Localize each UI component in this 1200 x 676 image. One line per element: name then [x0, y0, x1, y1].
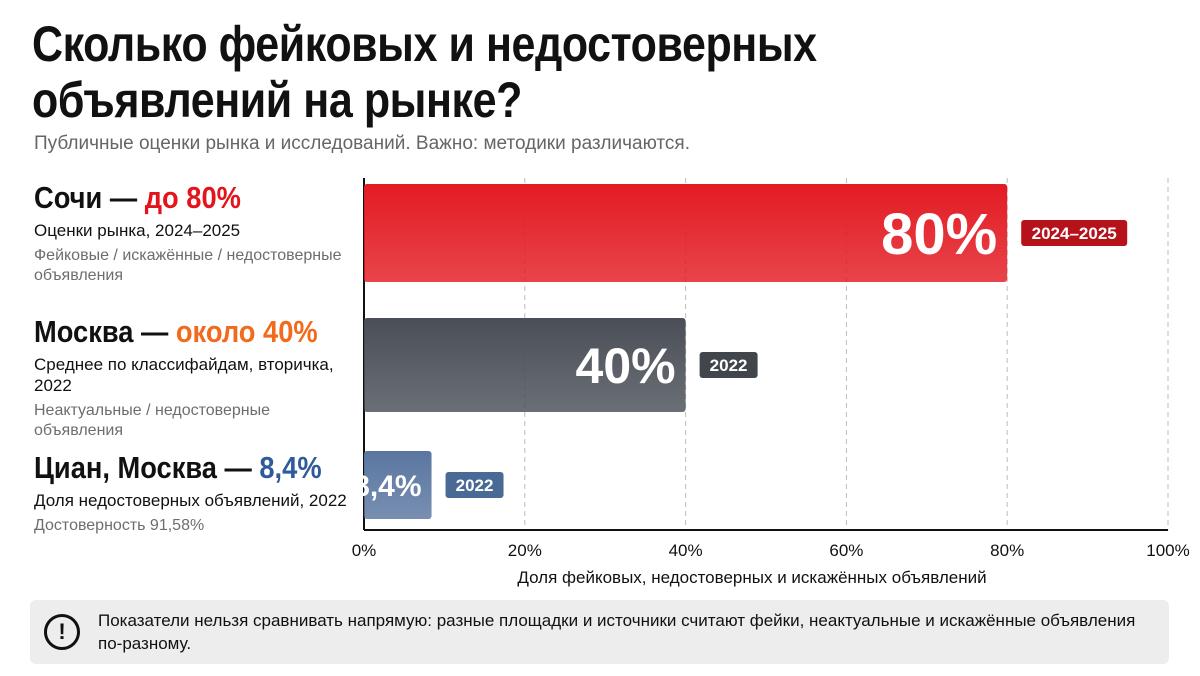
x-tick-label: 20%: [508, 541, 542, 560]
row-description: Среднее по классифайдам, вторичка, 2022: [34, 355, 334, 395]
row-description: Доля недостоверных объявлений, 2022: [34, 491, 347, 510]
bar-value-label: 80%: [881, 202, 997, 267]
bar-value-label: 40%: [576, 338, 676, 394]
x-tick-label: 0%: [352, 541, 377, 560]
row-highlight: до 80%: [144, 180, 241, 215]
notice-box: ! Показатели нельзя сравнивать напрямую:…: [30, 600, 1169, 664]
row-heading: Циан, Москва — 8,4%: [34, 450, 322, 486]
row-highlight: 8,4%: [259, 450, 322, 485]
x-tick-label: 100%: [1146, 541, 1189, 560]
bar: [364, 184, 1008, 282]
row-note: Неактуальные / недостоверные объявления: [34, 402, 271, 439]
bar: [364, 451, 432, 519]
row-name: Сочи —: [34, 180, 145, 215]
page-title: Сколько фейковых и недостоверных объявле…: [32, 16, 1012, 128]
period-badge-label: 2022: [710, 356, 748, 375]
subtitle: Публичные оценки рынка и исследований. В…: [34, 133, 690, 154]
row-info-moscow: Москва — около 40% Среднее по классифайд…: [34, 314, 354, 441]
row-description: Оценки рынка, 2024–2025: [34, 221, 241, 240]
row-heading: Сочи — до 80%: [34, 180, 316, 216]
x-tick-label: 80%: [990, 541, 1024, 560]
row-heading: Москва — около 40%: [34, 314, 318, 350]
row-note: Фейковые / искажённые / недостоверные об…: [34, 247, 342, 284]
row-note: Достоверность 91,58%: [34, 517, 205, 534]
row-name: Москва —: [34, 314, 176, 349]
row-info-sochi: Сочи — до 80% Оценки рынка, 2024–2025 Фе…: [34, 180, 354, 286]
period-badge: [699, 352, 758, 378]
row-highlight: около 40%: [175, 314, 318, 349]
x-tick-label: 60%: [829, 541, 863, 560]
period-badge-label: 2022: [456, 476, 494, 495]
period-badge: [1021, 220, 1128, 246]
title-line-1: Сколько фейковых и недостоверных: [32, 16, 817, 72]
row-info-cian: Циан, Москва — 8,4% Доля недостоверных о…: [34, 450, 354, 536]
x-tick-label: 40%: [669, 541, 703, 560]
bar: [364, 318, 686, 412]
x-axis-label: Доля фейковых, недостоверных и искажённы…: [517, 568, 987, 587]
period-badge-label: 2024–2025: [1032, 224, 1117, 243]
bar-value-label: 8,4%: [353, 470, 421, 503]
exclamation-circle-icon: !: [44, 614, 80, 650]
period-badge: [445, 472, 504, 498]
notice-text: Показатели нельзя сравнивать напрямую: р…: [98, 611, 1136, 653]
title-line-2: объявлений на рынке?: [32, 72, 522, 128]
row-name: Циан, Москва —: [34, 450, 260, 485]
